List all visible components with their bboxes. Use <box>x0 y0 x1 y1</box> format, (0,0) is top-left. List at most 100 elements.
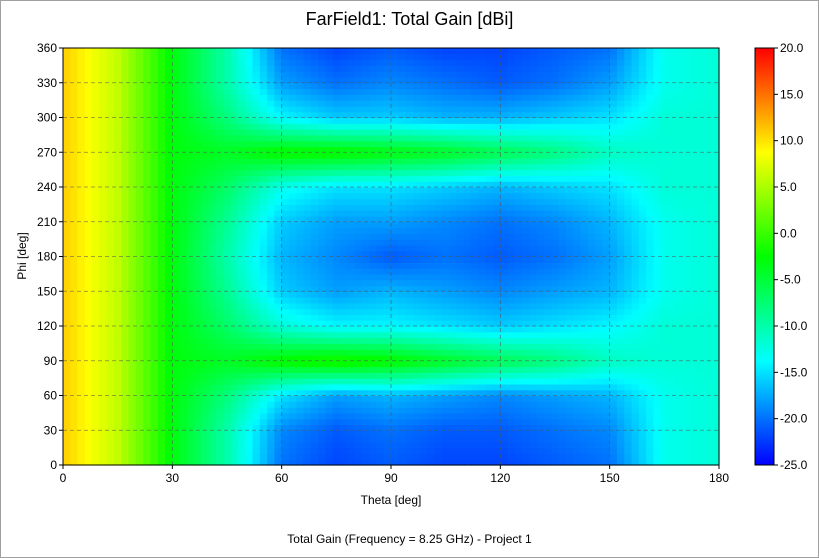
heatmap-cell <box>150 366 159 373</box>
heatmap-cell <box>565 233 574 240</box>
heatmap-cell <box>106 285 115 292</box>
heatmap-cell <box>252 337 261 344</box>
heatmap-cell <box>391 349 399 356</box>
heatmap-cell <box>259 297 268 304</box>
heatmap-cell <box>420 239 429 246</box>
heatmap-cell <box>230 418 239 426</box>
heatmap-cell <box>478 297 487 304</box>
heatmap-cell <box>157 175 166 182</box>
heatmap-cell <box>697 227 706 234</box>
heatmap-cell <box>303 140 312 148</box>
heatmap-cell <box>682 256 691 263</box>
heatmap-cell <box>478 198 487 205</box>
heatmap-cell <box>172 297 181 304</box>
heatmap-cell <box>114 256 122 263</box>
heatmap-cell <box>609 314 618 321</box>
heatmap-cell <box>259 239 268 246</box>
heatmap-cell <box>391 210 399 217</box>
heatmap-cell <box>201 360 210 368</box>
heatmap-cell <box>99 331 108 339</box>
heatmap-cell <box>150 389 159 397</box>
heatmap-cell <box>507 337 516 344</box>
heatmap-cell <box>194 297 203 304</box>
heatmap-cell <box>245 244 254 252</box>
heatmap-cell <box>412 285 421 292</box>
heatmap-cell <box>631 407 640 414</box>
heatmap-cell <box>653 326 662 333</box>
heatmap-cell <box>77 175 86 182</box>
heatmap-cell <box>405 441 414 449</box>
heatmap-cell <box>318 383 326 391</box>
heatmap-cell <box>172 412 181 420</box>
heatmap-cell <box>675 378 684 385</box>
heatmap-cell <box>580 163 589 171</box>
heatmap-cell <box>434 204 443 211</box>
heatmap-cell <box>514 430 523 437</box>
heatmap-cell <box>704 233 713 240</box>
heatmap-cell <box>573 297 582 304</box>
heatmap-cell <box>157 320 166 327</box>
heatmap-cell <box>332 175 341 182</box>
heatmap-cell <box>689 192 698 200</box>
heatmap-cell <box>376 215 385 223</box>
heatmap-cell <box>653 250 662 258</box>
heatmap-cell <box>456 175 465 182</box>
heatmap-cell <box>595 401 603 408</box>
heatmap-cell <box>208 187 217 194</box>
heatmap-cell <box>194 256 203 263</box>
heatmap-cell <box>463 447 472 455</box>
heatmap-cell <box>165 459 173 466</box>
heatmap-cell <box>587 407 596 414</box>
heatmap-cell <box>281 320 290 327</box>
heatmap-cell <box>296 297 305 304</box>
heatmap-cell <box>573 447 582 455</box>
heatmap-cell <box>70 297 79 304</box>
heatmap-cell <box>522 418 531 426</box>
heatmap-cell <box>339 389 348 397</box>
heatmap-cell <box>449 256 458 263</box>
heatmap-cell <box>405 175 414 182</box>
heatmap-cell <box>339 343 348 350</box>
heatmap-cell <box>383 383 392 391</box>
heatmap-cell <box>711 163 720 171</box>
heatmap-cell <box>580 146 589 153</box>
heatmap-cell <box>471 436 480 443</box>
heatmap-cell <box>507 378 516 385</box>
heatmap-cell <box>711 233 720 240</box>
heatmap-cell <box>478 401 487 408</box>
heatmap-cell <box>143 163 152 171</box>
heatmap-cell <box>529 337 538 344</box>
heatmap-cell <box>493 430 501 437</box>
heatmap-cell <box>121 349 130 356</box>
heatmap-cell <box>267 152 275 159</box>
heatmap-cell <box>354 430 363 437</box>
heatmap-cell <box>84 198 93 205</box>
heatmap-cell <box>383 349 392 356</box>
heatmap-cell <box>522 146 531 153</box>
heatmap-cell <box>595 262 603 269</box>
heatmap-cell <box>361 279 370 287</box>
heatmap-cell <box>369 383 378 391</box>
heatmap-cell <box>114 441 122 449</box>
heatmap-cell <box>194 268 203 275</box>
heatmap-cell <box>274 331 283 339</box>
heatmap-cell <box>186 337 195 344</box>
heatmap-cell <box>405 383 414 391</box>
heatmap-cell <box>92 453 101 460</box>
heatmap-cell <box>660 459 669 466</box>
heatmap-cell <box>135 436 144 443</box>
heatmap-cell <box>303 302 312 310</box>
heatmap-cell <box>551 302 560 310</box>
heatmap-cell <box>565 250 574 258</box>
heatmap-cell <box>230 447 239 455</box>
heatmap-cell <box>573 401 582 408</box>
heatmap-cell <box>303 221 312 229</box>
heatmap-cell <box>172 383 181 391</box>
heatmap-cell <box>339 210 348 217</box>
heatmap-cell <box>274 424 283 431</box>
heatmap-cell <box>383 389 392 397</box>
heatmap-cell <box>398 279 407 287</box>
heatmap-cell <box>529 360 538 368</box>
heatmap-cell <box>646 308 654 316</box>
heatmap-cell <box>361 297 370 304</box>
